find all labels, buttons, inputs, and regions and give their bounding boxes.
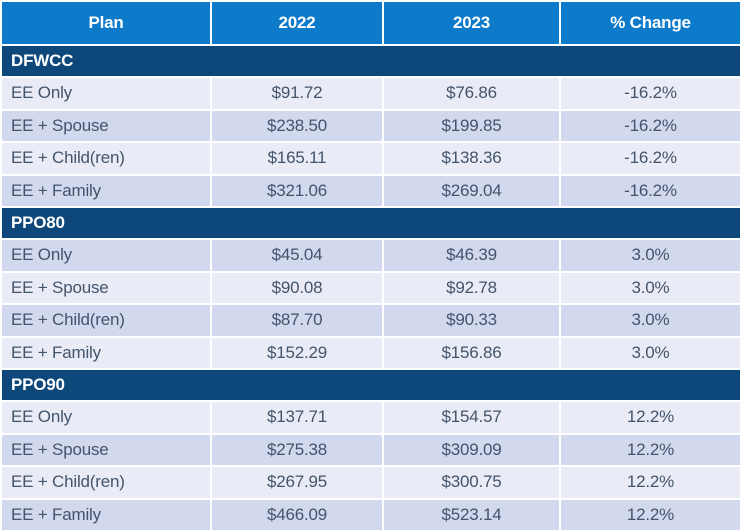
rate-2022-cell: $267.95	[212, 467, 382, 498]
rate-2022-cell: $466.09	[212, 499, 382, 530]
rate-2023-cell: $199.85	[384, 110, 559, 141]
percent-change-cell: 12.2%	[561, 499, 740, 530]
table-row: EE + Family $152.29 $156.86 3.0%	[2, 337, 740, 368]
column-header-plan: Plan	[2, 2, 210, 44]
table-header-row: Plan 2022 2023 % Change	[2, 2, 740, 44]
section-title: DFWCC	[2, 46, 740, 76]
plan-cell: EE + Spouse	[2, 110, 210, 141]
percent-change-cell: 3.0%	[561, 272, 740, 303]
rate-2022-cell: $275.38	[212, 434, 382, 465]
rate-2022-cell: $90.08	[212, 272, 382, 303]
table-row: EE + Spouse $90.08 $92.78 3.0%	[2, 272, 740, 303]
column-header-2022: 2022	[212, 2, 382, 44]
plan-cell: EE Only	[2, 78, 210, 109]
plan-cell: EE + Family	[2, 175, 210, 206]
rate-2022-cell: $238.50	[212, 110, 382, 141]
rate-2022-cell: $165.11	[212, 143, 382, 174]
table-row: EE + Spouse $275.38 $309.09 12.2%	[2, 434, 740, 465]
table-row: EE + Child(ren) $267.95 $300.75 12.2%	[2, 467, 740, 498]
table-row: EE + Child(ren) $87.70 $90.33 3.0%	[2, 305, 740, 336]
section-header-ppo80: PPO80	[2, 208, 740, 238]
percent-change-cell: 3.0%	[561, 240, 740, 271]
section-title: PPO80	[2, 208, 740, 238]
column-header-change: % Change	[561, 2, 740, 44]
section-header-dfwcc: DFWCC	[2, 46, 740, 76]
rate-2022-cell: $45.04	[212, 240, 382, 271]
percent-change-cell: 3.0%	[561, 337, 740, 368]
rate-2023-cell: $156.86	[384, 337, 559, 368]
percent-change-cell: 12.2%	[561, 402, 740, 433]
plan-cell: EE Only	[2, 402, 210, 433]
plan-cell: EE Only	[2, 240, 210, 271]
percent-change-cell: 3.0%	[561, 305, 740, 336]
table-row: EE Only $91.72 $76.86 -16.2%	[2, 78, 740, 109]
rate-2023-cell: $90.33	[384, 305, 559, 336]
rate-2023-cell: $309.09	[384, 434, 559, 465]
table-row: EE + Family $466.09 $523.14 12.2%	[2, 499, 740, 530]
percent-change-cell: -16.2%	[561, 175, 740, 206]
percent-change-cell: 12.2%	[561, 434, 740, 465]
column-header-2023: 2023	[384, 2, 559, 44]
plan-cell: EE + Family	[2, 499, 210, 530]
table-row: EE + Family $321.06 $269.04 -16.2%	[2, 175, 740, 206]
rate-2022-cell: $137.71	[212, 402, 382, 433]
table-row: EE Only $45.04 $46.39 3.0%	[2, 240, 740, 271]
rate-2022-cell: $91.72	[212, 78, 382, 109]
plan-cell: EE + Child(ren)	[2, 467, 210, 498]
plan-cell: EE + Child(ren)	[2, 305, 210, 336]
table-row: EE Only $137.71 $154.57 12.2%	[2, 402, 740, 433]
plan-cell: EE + Child(ren)	[2, 143, 210, 174]
rate-2022-cell: $321.06	[212, 175, 382, 206]
rate-2023-cell: $138.36	[384, 143, 559, 174]
rate-2023-cell: $46.39	[384, 240, 559, 271]
percent-change-cell: 12.2%	[561, 467, 740, 498]
rate-2023-cell: $92.78	[384, 272, 559, 303]
plan-cell: EE + Spouse	[2, 434, 210, 465]
rate-2023-cell: $523.14	[384, 499, 559, 530]
section-header-ppo90: PPO90	[2, 370, 740, 400]
section-title: PPO90	[2, 370, 740, 400]
table-row: EE + Spouse $238.50 $199.85 -16.2%	[2, 110, 740, 141]
plan-cell: EE + Family	[2, 337, 210, 368]
percent-change-cell: -16.2%	[561, 78, 740, 109]
table-row: EE + Child(ren) $165.11 $138.36 -16.2%	[2, 143, 740, 174]
rate-2023-cell: $300.75	[384, 467, 559, 498]
rate-2023-cell: $154.57	[384, 402, 559, 433]
rate-2022-cell: $87.70	[212, 305, 382, 336]
rate-2023-cell: $76.86	[384, 78, 559, 109]
percent-change-cell: -16.2%	[561, 143, 740, 174]
rate-2023-cell: $269.04	[384, 175, 559, 206]
rate-2022-cell: $152.29	[212, 337, 382, 368]
percent-change-cell: -16.2%	[561, 110, 740, 141]
plan-cell: EE + Spouse	[2, 272, 210, 303]
